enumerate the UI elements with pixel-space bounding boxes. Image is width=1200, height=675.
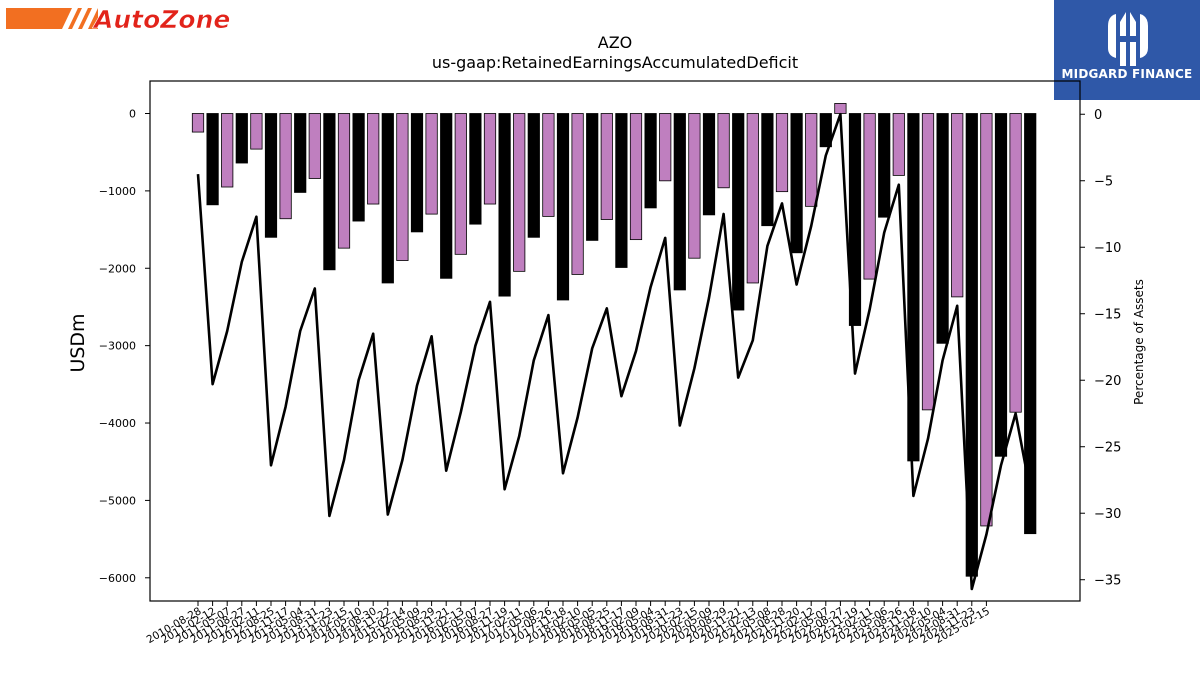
chart-title: AZO <box>598 33 633 52</box>
bar <box>498 113 511 297</box>
plot-frame <box>149 80 1081 602</box>
bar <box>454 113 467 255</box>
bar <box>629 113 643 241</box>
bar <box>308 113 321 179</box>
bar <box>250 113 263 150</box>
y-tick-label: −5000 <box>99 494 136 507</box>
y2-tick-label: −35 <box>1094 574 1121 589</box>
bar <box>586 113 599 241</box>
bar <box>951 113 964 298</box>
autozone-logo: AutoZone <box>6 5 231 34</box>
bar <box>191 113 205 133</box>
bar <box>323 113 336 271</box>
midgard-monogram-icon <box>1108 12 1148 66</box>
bar <box>746 113 759 284</box>
y-tick-label: −6000 <box>99 572 136 585</box>
chart-subtitle: us-gaap:RetainedEarningsAccumulatedDefic… <box>432 53 798 72</box>
bar <box>644 113 657 209</box>
y2-tick-label: 0 <box>1094 108 1102 123</box>
y-tick-label: −3000 <box>99 340 136 353</box>
bar <box>659 113 672 182</box>
autozone-stripes-icon <box>6 8 98 29</box>
bar <box>367 113 380 205</box>
bar <box>600 113 613 220</box>
bar <box>863 113 876 280</box>
bar <box>542 113 555 217</box>
bar <box>469 113 482 225</box>
y2-tick-label: −5 <box>1094 175 1113 190</box>
bar <box>921 113 935 411</box>
bar <box>337 113 351 249</box>
y2-axis-label: Percentage of Assets <box>1132 279 1146 405</box>
bar <box>834 103 847 114</box>
bar <box>235 113 248 164</box>
midgard-finance-logo: MIDGARD FINANCE <box>1054 0 1200 100</box>
bar <box>556 113 570 301</box>
bar <box>527 113 540 238</box>
bar <box>571 113 584 275</box>
bar <box>790 113 803 254</box>
y2-tick-label: −15 <box>1094 308 1121 323</box>
bar <box>440 113 453 279</box>
bar <box>410 113 424 233</box>
bar <box>352 113 365 222</box>
percentage-line <box>196 112 1032 591</box>
bar <box>980 113 993 527</box>
bar <box>761 113 774 227</box>
bar <box>1009 113 1022 413</box>
y2-tick-label: −25 <box>1094 441 1121 456</box>
bar <box>892 113 905 176</box>
bar <box>279 113 292 220</box>
bar <box>878 113 891 218</box>
bar <box>396 113 409 261</box>
y-axis-label: USDm <box>67 313 89 372</box>
bar <box>483 113 497 205</box>
bar <box>732 113 745 311</box>
bar <box>717 113 730 189</box>
y-tick-label: −4000 <box>99 417 136 430</box>
midgard-finance-name: MIDGARD FINANCE <box>1061 67 1193 81</box>
autozone-wordmark: AutoZone <box>92 5 230 34</box>
bar <box>819 113 832 148</box>
bar <box>688 113 701 259</box>
bar <box>673 113 686 291</box>
y-tick-label: −2000 <box>99 262 136 275</box>
bar <box>805 113 818 207</box>
bar <box>425 113 438 215</box>
bar <box>615 113 628 268</box>
y2-tick-label: −20 <box>1094 374 1121 389</box>
bar <box>294 113 307 193</box>
bar <box>848 113 862 326</box>
bar <box>1024 113 1037 535</box>
y-tick-label: −1000 <box>99 185 136 198</box>
bar <box>513 113 526 272</box>
bar <box>206 113 219 206</box>
y2-tick-label: −30 <box>1094 507 1121 522</box>
bar <box>775 113 789 193</box>
bar <box>221 113 234 188</box>
bar <box>702 113 716 216</box>
bar <box>264 113 278 238</box>
bar <box>907 113 920 462</box>
bar <box>936 113 949 344</box>
bar <box>381 113 394 284</box>
y2-tick-label: −10 <box>1094 241 1121 256</box>
plot-area: 0 −1000 −2000 −3000 −4000 −5000 −6000 0 −5 −10 −15… <box>99 80 1121 646</box>
bar <box>994 113 1008 457</box>
y-tick-label: 0 <box>129 108 136 121</box>
